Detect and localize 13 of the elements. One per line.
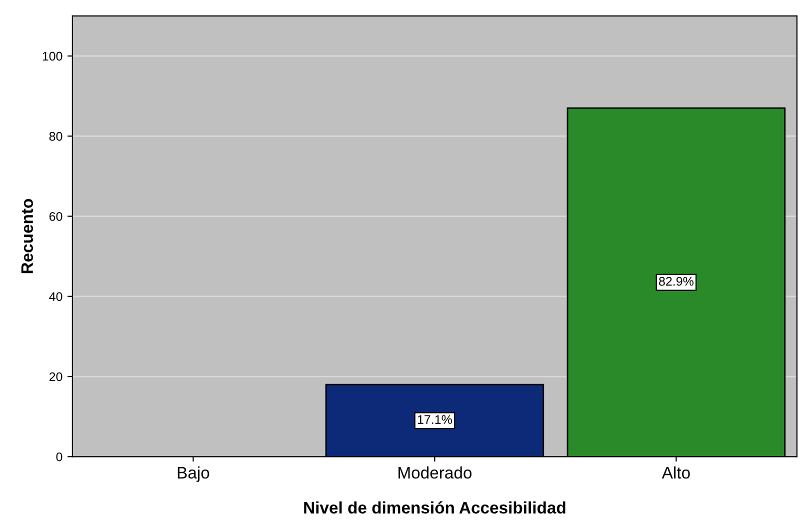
y-tick-label: 80 <box>49 132 62 141</box>
x-tick-label: Moderado <box>398 466 472 479</box>
y-tick-label: 40 <box>49 292 62 302</box>
x-tick-label: Alto <box>662 466 690 479</box>
y-tick-label: 20 <box>49 372 62 382</box>
y-axis-title: Recuento <box>21 198 34 274</box>
y-tick-label: 0 <box>56 452 62 462</box>
y-tick-label: 60 <box>49 212 62 221</box>
x-tick-label: Bajo <box>178 466 210 482</box>
annotation: 82.9% <box>659 276 694 286</box>
x-axis-title: Nivel de dimensión Accesibilidad <box>304 501 566 514</box>
annotation: 17.1% <box>418 415 452 424</box>
y-tick-label: 100 <box>42 52 62 61</box>
